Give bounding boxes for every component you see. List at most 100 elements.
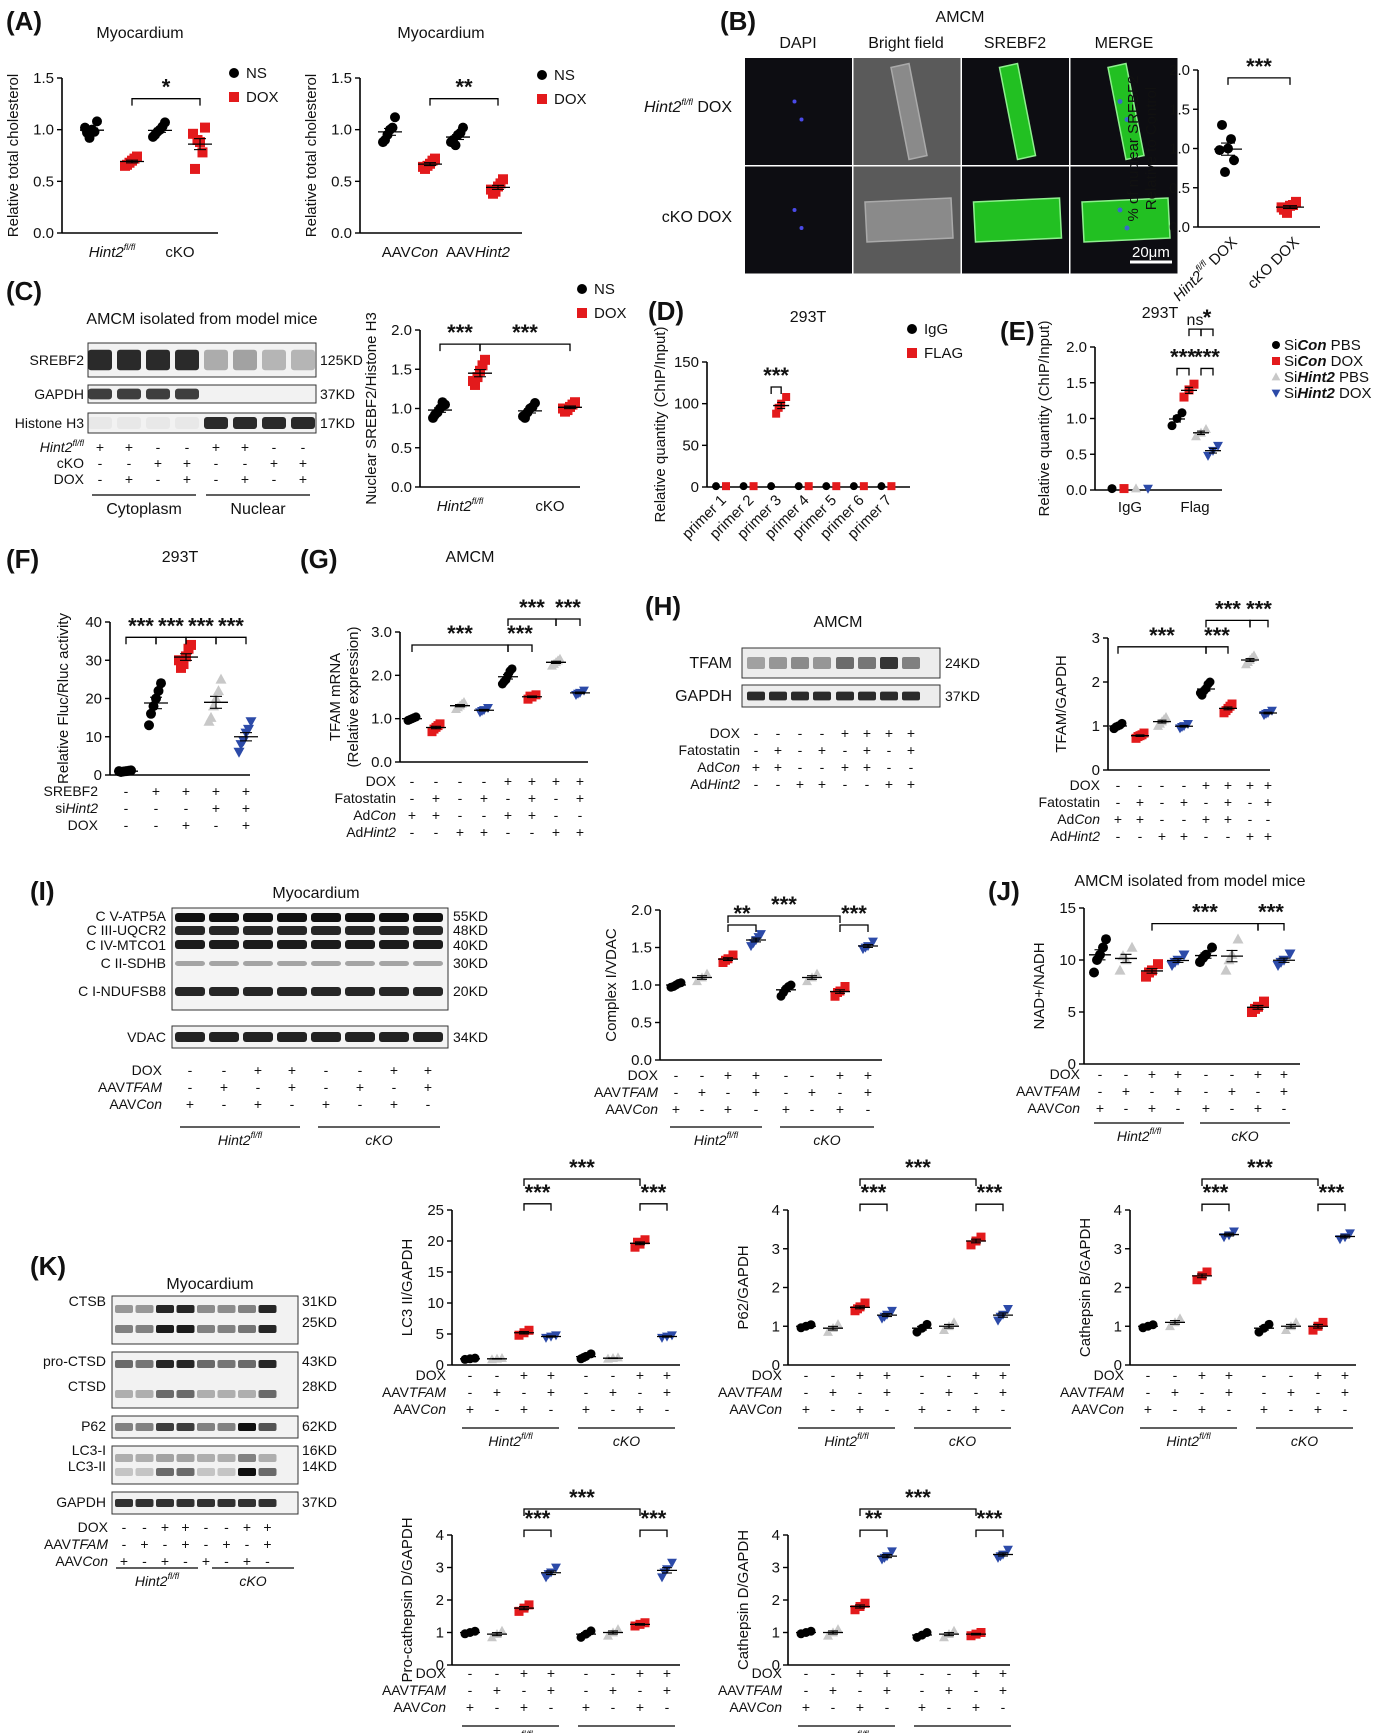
design-sign: -: [188, 1062, 193, 1078]
design-sign: +: [432, 807, 440, 823]
data-point: [390, 112, 400, 123]
design-row-label: AAVCon: [1027, 1100, 1080, 1116]
design-row-label: siHint2: [55, 800, 98, 816]
data-point: [92, 116, 102, 127]
molecular-weight: 14KD: [302, 1458, 337, 1474]
blot-band: [243, 961, 273, 966]
data-point: [728, 950, 738, 960]
y-axis-label: Complex I/VDAC: [603, 928, 620, 1042]
data-point: [1126, 941, 1138, 952]
legend-marker: [1271, 372, 1281, 381]
design-sign: -: [584, 1665, 589, 1681]
y-tick-label: 1.0: [331, 122, 352, 139]
y-tick-label: 2: [1092, 674, 1100, 691]
design-row-label: AAVTFAM: [98, 1079, 162, 1095]
design-sign: +: [222, 1536, 230, 1552]
design-sign: -: [122, 1519, 127, 1535]
y-axis-label: Cathepsin D/GAPDH: [735, 1530, 752, 1670]
significance-bracket: [523, 1178, 641, 1186]
blot-band-label: GAPDH: [56, 1494, 106, 1510]
blot-band: [233, 349, 257, 371]
significance-label: ***: [1246, 54, 1272, 79]
design-sign: -: [1116, 828, 1121, 844]
significance-bracket: [411, 644, 509, 652]
design-sign: -: [185, 439, 190, 455]
data-point: [1167, 421, 1177, 431]
data-point: [378, 137, 388, 148]
design-sign: +: [918, 1401, 926, 1417]
design-sign: +: [1136, 811, 1144, 827]
data-point: [1189, 379, 1199, 389]
design-sign: +: [883, 1665, 891, 1681]
blot-band: [379, 926, 409, 935]
blot-band: [277, 987, 307, 996]
data-point: [1131, 483, 1141, 493]
design-sign: -: [865, 776, 870, 792]
design-sign: +: [863, 759, 871, 775]
design-sign: -: [1230, 1066, 1235, 1082]
design-sign: -: [222, 1096, 227, 1112]
design-sign: +: [1174, 1083, 1182, 1099]
molecular-weight: 125KD: [320, 352, 363, 368]
significance-label: ***: [763, 363, 789, 388]
blot-band: [413, 940, 443, 949]
significance-bracket: [1200, 328, 1214, 337]
design-sign: +: [96, 439, 104, 455]
y-tick-label: 50: [682, 437, 699, 454]
design-sign: +: [161, 1519, 169, 1535]
design-sign: +: [1224, 794, 1232, 810]
significance-bracket: [859, 1203, 888, 1212]
blot-band: [175, 926, 205, 935]
legend-label: SiCon DOX: [1284, 353, 1363, 370]
design-sign: -: [798, 725, 803, 741]
blot-band: [277, 1032, 307, 1042]
design-sign: -: [434, 824, 439, 840]
significance-label: ***: [1247, 1155, 1273, 1180]
data-point: [1191, 431, 1201, 441]
significance-bracket: [439, 343, 481, 352]
y-axis-label: Nuclear SREBF2/Histone H3: [363, 312, 380, 505]
blot-band: [345, 940, 375, 949]
data-point: [640, 1235, 650, 1245]
design-sign: -: [674, 1067, 679, 1083]
group-label: Hint2fl/fl: [218, 1130, 263, 1148]
significance-label: ***: [1215, 596, 1241, 621]
blot-band: [209, 940, 239, 949]
blot-band: [176, 1454, 195, 1462]
group-label: Hint2fl/fl: [824, 1729, 869, 1733]
blot-band: [345, 926, 375, 935]
design-sign: -: [831, 1699, 836, 1715]
significance-label: ***: [1192, 900, 1218, 925]
design-sign: +: [836, 1101, 844, 1117]
data-point: [1217, 119, 1227, 130]
design-sign: -: [784, 1084, 789, 1100]
design-row-label: DOX: [54, 471, 85, 487]
significance-bracket: [1117, 646, 1207, 654]
y-tick-label: 0.5: [331, 173, 352, 190]
significance-label: *: [162, 75, 171, 100]
design-sign: +: [520, 1401, 528, 1417]
design-sign: +: [829, 1682, 837, 1698]
design-sign: +: [576, 824, 584, 840]
design-sign: +: [241, 471, 249, 487]
blot-band: [311, 913, 341, 922]
design-sign: -: [530, 824, 535, 840]
data-point: [774, 403, 783, 412]
design-sign: -: [1282, 1100, 1287, 1116]
design-sign: -: [222, 1062, 227, 1078]
design-sign: +: [582, 1401, 590, 1417]
significance-label: ***: [569, 1155, 595, 1180]
design-sign: +: [254, 1062, 262, 1078]
design-sign: -: [831, 1665, 836, 1681]
design-sign: +: [1174, 1066, 1182, 1082]
y-tick-label: 2.0: [391, 322, 412, 339]
data-point: [887, 1306, 897, 1316]
data-point: [192, 135, 203, 145]
data-point: [470, 1626, 480, 1636]
legend-marker: [537, 94, 547, 104]
blot-band: [135, 1423, 154, 1431]
design-sign: -: [204, 1519, 209, 1535]
blot-band: [238, 1325, 256, 1333]
design-sign: -: [920, 1682, 925, 1698]
design-row-label: DOX: [132, 1062, 163, 1078]
